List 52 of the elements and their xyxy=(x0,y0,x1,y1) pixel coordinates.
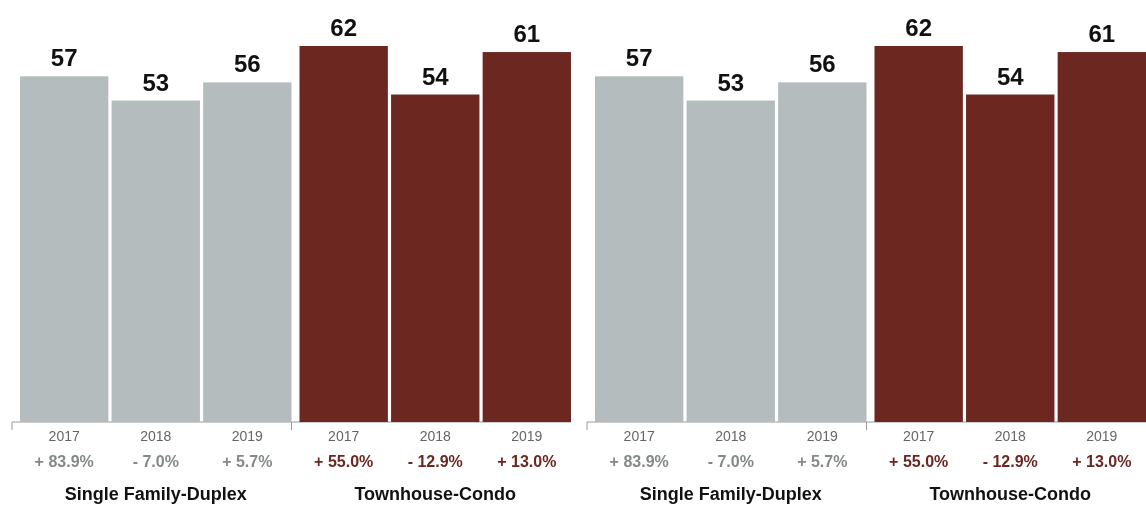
x-tick-label: 2019 xyxy=(806,428,839,444)
bar xyxy=(686,100,775,422)
data-label: 53 xyxy=(142,68,170,96)
data-label: 62 xyxy=(905,14,933,41)
bar xyxy=(874,46,963,422)
x-tick-label: 2017 xyxy=(903,428,935,444)
bar xyxy=(111,100,200,422)
data-label: 53 xyxy=(717,68,745,96)
data-label: 56 xyxy=(233,50,261,78)
x-tick-label: 2017 xyxy=(623,428,655,444)
text: + 83.9% xyxy=(34,453,94,470)
data-label: 61 xyxy=(513,20,541,48)
x-tick-label: 2018 xyxy=(419,428,452,444)
bar xyxy=(20,76,109,422)
data-label: 57 xyxy=(625,44,653,72)
x-tick-label: 2019 xyxy=(231,428,264,444)
x-tick-label: 2019 xyxy=(1086,428,1118,444)
bar xyxy=(391,94,480,422)
data-label: 56 xyxy=(808,50,836,78)
bar xyxy=(1057,52,1146,422)
text: - 7.0% xyxy=(132,453,179,470)
bar xyxy=(966,94,1055,422)
text: + 5.7% xyxy=(222,453,273,470)
text: Single Family-Duplex xyxy=(64,484,247,504)
text: - 12.9% xyxy=(407,453,463,470)
bar xyxy=(778,82,867,422)
text: + 83.9% xyxy=(609,453,669,470)
text: - 12.9% xyxy=(982,453,1038,470)
x-tick-label: 2019 xyxy=(511,428,543,444)
data-label: 54 xyxy=(996,62,1025,90)
x-tick-label: 2018 xyxy=(715,428,747,444)
bar xyxy=(595,76,684,422)
x-tick-label: 2017 xyxy=(48,428,80,444)
data-label: 57 xyxy=(50,44,78,72)
x-tick-label: 2018 xyxy=(994,428,1027,444)
data-label: 61 xyxy=(1088,20,1116,48)
text: + 55.0% xyxy=(889,453,949,470)
text: + 13.0% xyxy=(497,453,557,470)
text: Townhouse-Condo xyxy=(354,484,517,504)
text: + 5.7% xyxy=(797,453,848,470)
data-label: 62 xyxy=(330,14,358,41)
x-tick-label: 2018 xyxy=(140,428,172,444)
bar xyxy=(299,46,388,422)
data-label: 54 xyxy=(421,62,450,90)
text: Townhouse-Condo xyxy=(929,484,1092,504)
text: + 13.0% xyxy=(1072,453,1132,470)
x-tick-label: 2017 xyxy=(328,428,360,444)
bar xyxy=(203,82,292,422)
bar xyxy=(482,52,571,422)
text: - 7.0% xyxy=(707,453,754,470)
text: Single Family-Duplex xyxy=(639,484,822,504)
text: + 55.0% xyxy=(314,453,374,470)
